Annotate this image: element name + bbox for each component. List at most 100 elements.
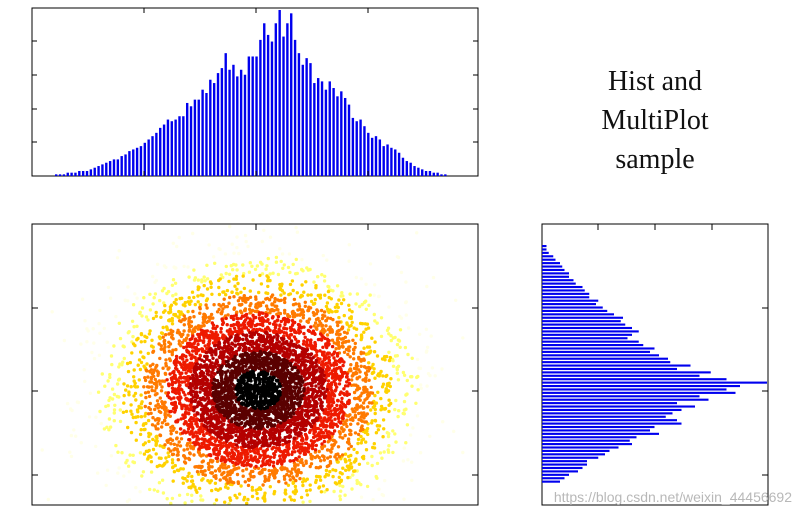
top-hist-bar [424, 171, 428, 176]
scatter-point [130, 351, 134, 355]
scatter-point [254, 297, 258, 301]
scatter-point [358, 321, 363, 326]
top-hist-bar [328, 81, 331, 176]
scatter-point [172, 396, 176, 400]
scatter-point [301, 269, 305, 273]
scatter-point [259, 282, 264, 286]
scatter-point [161, 310, 166, 314]
scatter-point [323, 416, 327, 420]
scatter-point [401, 459, 406, 463]
scatter-point [301, 500, 305, 504]
scatter-point [319, 308, 324, 313]
scatter-point [98, 409, 102, 414]
scatter-point [242, 495, 247, 500]
scatter-point [148, 407, 153, 412]
scatter-point [196, 411, 200, 416]
scatter-point [238, 303, 243, 307]
scatter-point [145, 369, 149, 373]
scatter-point [324, 319, 328, 323]
scatter-point [337, 454, 342, 459]
top-hist-bar [290, 13, 293, 176]
scatter-point [288, 333, 293, 337]
scatter-point [295, 440, 300, 445]
scatter-point [145, 362, 149, 366]
scatter-point [291, 312, 295, 316]
scatter-point [350, 487, 354, 491]
scatter-point [190, 425, 194, 429]
scatter-point [303, 300, 307, 304]
scatter-point [217, 285, 221, 290]
scatter-point [142, 355, 146, 360]
scatter-point [262, 228, 266, 232]
scatter-point [366, 461, 370, 465]
scatter-point [350, 407, 354, 411]
scatter-point [395, 371, 399, 375]
scatter-point [380, 492, 384, 497]
scatter-point [140, 314, 144, 318]
scatter-point [286, 320, 291, 324]
scatter-point [207, 319, 211, 323]
scatter-point [198, 354, 202, 358]
scatter-point [228, 295, 232, 300]
scatter-point [230, 242, 234, 246]
scatter-point [321, 345, 325, 349]
scatter-point [402, 408, 407, 412]
scatter-point [302, 339, 306, 343]
scatter-point [290, 279, 295, 283]
scatter-point [359, 364, 363, 368]
scatter-point [269, 295, 274, 299]
scatter-point [401, 370, 406, 375]
scatter-point [191, 416, 195, 420]
scatter-point [146, 375, 150, 379]
scatter-point [266, 256, 270, 261]
scatter-point [294, 478, 298, 483]
scatter-point [290, 367, 294, 371]
top-hist-bar [70, 172, 73, 176]
scatter-point [304, 459, 308, 463]
scatter-point [431, 275, 436, 280]
scatter-point [294, 488, 298, 492]
scatter-point [50, 310, 54, 314]
scatter-point [136, 363, 140, 367]
scatter-point [153, 389, 157, 393]
scatter-point [333, 481, 338, 485]
scatter-point [315, 416, 319, 420]
scatter-point [151, 370, 156, 375]
scatter-point [68, 450, 72, 454]
scatter-point [326, 404, 330, 408]
scatter-point [90, 350, 94, 355]
scatter-point [147, 439, 151, 444]
scatter-point [308, 499, 312, 504]
scatter-point [355, 377, 359, 381]
scatter-point [405, 423, 410, 427]
scatter-point [137, 378, 141, 382]
top-hist-bar [390, 147, 393, 176]
scatter-point [167, 447, 171, 451]
scatter-point [306, 320, 310, 324]
scatter-point [206, 461, 211, 466]
scatter-point [278, 311, 283, 316]
scatter-point [266, 291, 270, 296]
top-hist-bar [370, 137, 374, 176]
scatter-point [314, 465, 318, 470]
scatter-point [127, 498, 132, 502]
scatter-point [320, 324, 324, 328]
scatter-point [337, 346, 341, 350]
scatter-point [224, 264, 228, 269]
scatter-point [266, 284, 270, 289]
scatter-point [337, 298, 341, 302]
scatter-point [192, 341, 196, 346]
scatter-point [246, 244, 250, 249]
scatter-point [187, 422, 191, 427]
scatter-point [143, 378, 148, 383]
scatter-point [268, 321, 272, 325]
scatter-point [158, 336, 162, 341]
scatter-point [382, 450, 386, 454]
top-hist-bar [413, 166, 416, 176]
scatter-point [160, 331, 165, 336]
scatter-point [116, 471, 120, 475]
scatter-point [112, 419, 117, 423]
scatter-point [322, 458, 326, 462]
scatter-point [243, 308, 247, 313]
scatter-point [180, 388, 184, 392]
